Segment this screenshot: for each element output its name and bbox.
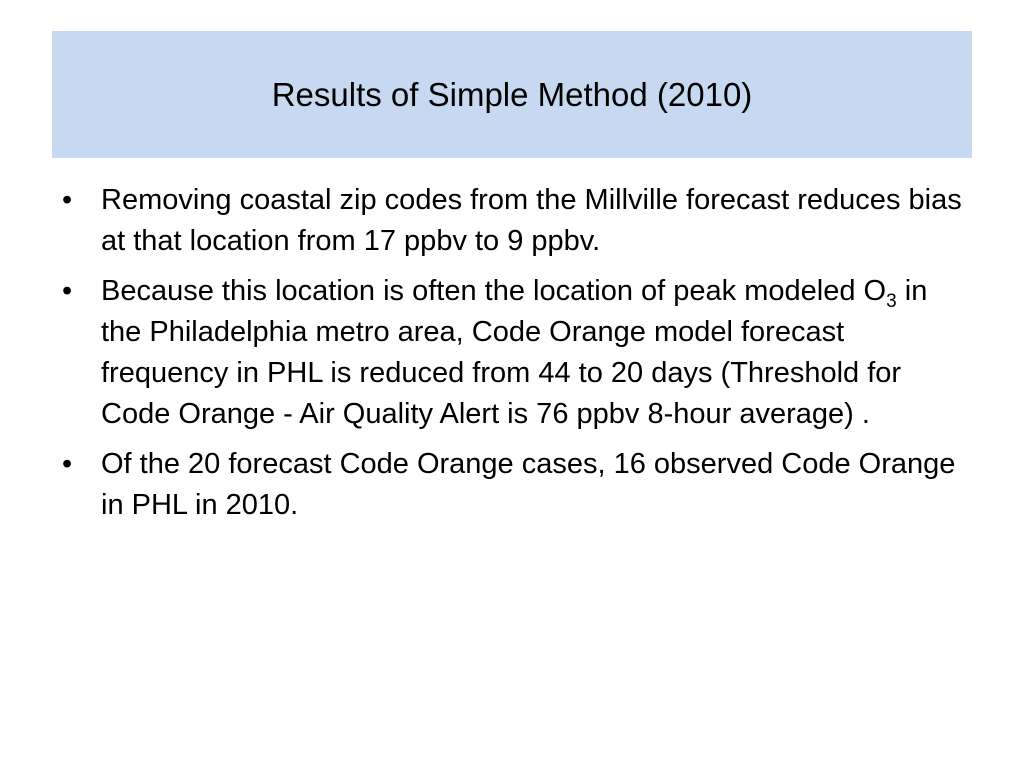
bullet: Because this location is often the locat… xyxy=(60,271,965,435)
slide-title: Results of Simple Method (2010) xyxy=(271,75,753,113)
bullet: Of the 20 forecast Code Orange cases, 16… xyxy=(60,444,965,526)
bullet-text: in the Philadelphia metro area, Code Ora… xyxy=(101,275,928,430)
bullet-list: Removing coastal zip codes from the Mill… xyxy=(60,180,965,535)
title-banner: Results of Simple Method (2010) xyxy=(52,31,972,158)
subscript: 3 xyxy=(886,290,897,312)
bullet: Removing coastal zip codes from the Mill… xyxy=(60,180,965,262)
bullet-text: Because this location is often the locat… xyxy=(101,275,887,307)
